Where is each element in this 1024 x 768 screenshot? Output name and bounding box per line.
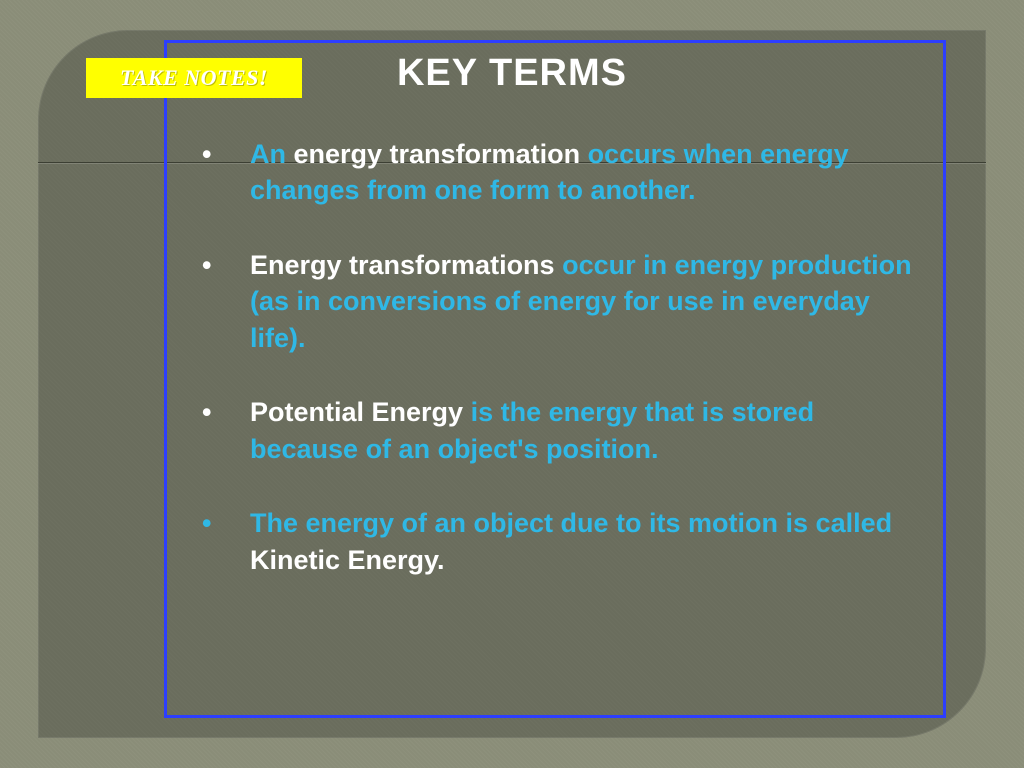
slide-panel: TAKE NOTES! KEY TERMS An energy transfor… bbox=[38, 30, 986, 738]
list-item: Potential Energy is the energy that is s… bbox=[198, 394, 918, 467]
list-item: Energy transformations occur in energy p… bbox=[198, 247, 918, 356]
text-run: Potential Energy bbox=[250, 397, 471, 427]
list-item: The energy of an object due to its motio… bbox=[198, 505, 918, 578]
text-run: energy transformation bbox=[294, 139, 588, 169]
text-run: The energy of an object due to its motio… bbox=[250, 508, 892, 538]
text-run: Energy transformations bbox=[250, 250, 562, 280]
key-terms-list: An energy transformation occurs when ene… bbox=[198, 136, 918, 616]
text-run: An bbox=[250, 139, 294, 169]
text-run: Kinetic Energy. bbox=[250, 545, 445, 575]
slide-title: KEY TERMS bbox=[38, 52, 986, 95]
list-item: An energy transformation occurs when ene… bbox=[198, 136, 918, 209]
slide-outer-background: TAKE NOTES! KEY TERMS An energy transfor… bbox=[0, 0, 1024, 768]
